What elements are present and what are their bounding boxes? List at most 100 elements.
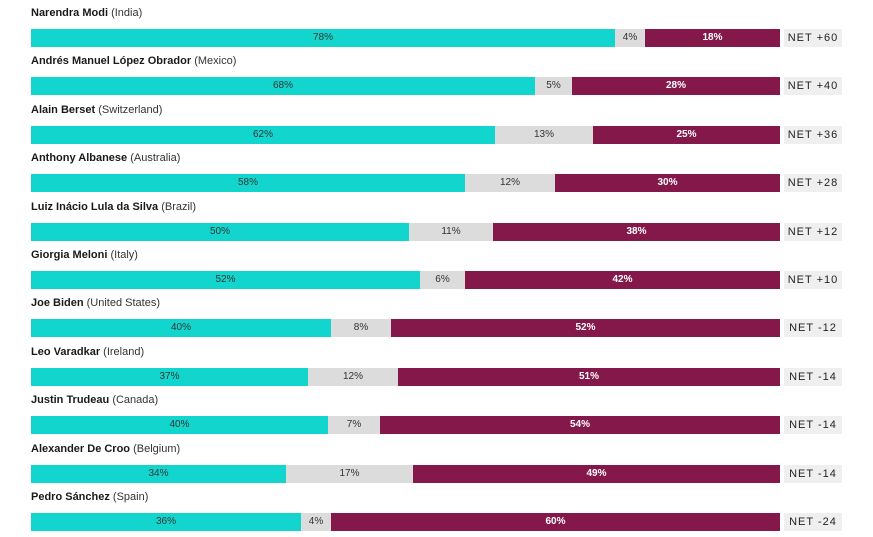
approve-segment: 50% (31, 222, 409, 241)
neutral-value-label: 5% (546, 80, 561, 92)
net-score-badge: NET -24 (784, 513, 842, 531)
disapprove-segment: 30% (555, 174, 780, 193)
disapprove-segment: 60% (331, 513, 780, 531)
stacked-bar: 37% 12% 51% (31, 367, 780, 386)
disapprove-value-label: 52% (575, 322, 596, 334)
leader-row: Justin Trudeau (Canada) 40% 7% 54% NET -14 (0, 392, 873, 440)
neutral-segment: 4% (615, 29, 645, 47)
stacked-bar: 40% 8% 52% (31, 319, 780, 338)
neutral-segment: 17% (286, 464, 413, 483)
stacked-bar: 78% 4% 18% (31, 29, 780, 47)
disapprove-value-label: 60% (545, 516, 566, 527)
neutral-value-label: 6% (435, 274, 450, 285)
approve-value-label: 36% (155, 516, 176, 527)
neutral-segment: 7% (328, 416, 380, 435)
neutral-segment: 11% (409, 222, 493, 241)
disapprove-segment: 52% (391, 319, 780, 338)
disapprove-value-label: 30% (657, 177, 678, 189)
leader-label: Leo Varadkar (Ireland) (31, 345, 144, 359)
neutral-value-label: 7% (346, 419, 362, 431)
leader-row: Joe Biden (United States) 40% 8% 52% NET -12 (0, 295, 873, 343)
approve-segment: 52% (31, 271, 420, 289)
net-score-badge: NET +60 (784, 29, 842, 47)
leader-country: (Mexico) (194, 55, 237, 68)
approve-value-label: 78% (312, 32, 333, 43)
neutral-value-label: 17% (339, 467, 360, 479)
approve-segment: 37% (31, 367, 308, 386)
net-score-badge: NET -14 (784, 367, 842, 386)
neutral-segment: 12% (308, 367, 398, 386)
neutral-value-label: 11% (441, 225, 461, 237)
approve-value-label: 62% (252, 128, 273, 140)
disapprove-value-label: 25% (676, 128, 697, 140)
leader-name: Luiz Inácio Lula da Silva (31, 200, 159, 213)
leader-country: (Belgium) (133, 442, 181, 455)
neutral-value-label: 12% (342, 370, 363, 382)
neutral-value-label: 4% (622, 32, 638, 43)
leader-country: (Brazil) (161, 200, 197, 213)
net-score-badge: NET +12 (784, 222, 842, 241)
disapprove-segment: 42% (465, 271, 780, 289)
disapprove-segment: 54% (380, 416, 780, 435)
stacked-bar: 62% 13% 25% (31, 125, 780, 144)
neutral-segment: 5% (535, 77, 572, 96)
disapprove-segment: 28% (572, 77, 780, 96)
net-score-badge: NET +10 (784, 271, 842, 289)
leader-row: Leo Varadkar (Ireland) 37% 12% 51% NET -14 (0, 344, 873, 392)
neutral-segment: 6% (420, 271, 465, 289)
approve-value-label: 52% (215, 274, 236, 285)
net-score-badge: NET -14 (784, 464, 842, 483)
leader-label: Narendra Modi (India) (31, 6, 142, 20)
approve-segment: 34% (31, 464, 286, 483)
approve-segment: 36% (31, 513, 301, 531)
neutral-segment: 13% (495, 125, 593, 144)
leader-name: Pedro Sánchez (31, 491, 110, 503)
approve-segment: 62% (31, 125, 495, 144)
neutral-segment: 12% (465, 174, 555, 193)
leader-row: Pedro Sánchez (Spain) 36% 4% 60% NET -24 (0, 489, 873, 537)
neutral-segment: 4% (301, 513, 331, 531)
approve-value-label: 40% (170, 322, 191, 334)
disapprove-value-label: 18% (702, 32, 723, 43)
net-score-badge: NET +40 (784, 77, 842, 96)
net-score-badge: NET -12 (784, 319, 842, 338)
approve-segment: 40% (31, 319, 331, 338)
disapprove-segment: 38% (493, 222, 780, 241)
leader-name: Leo Varadkar (31, 345, 101, 358)
disapprove-segment: 49% (413, 464, 780, 483)
leader-country: (Ireland) (103, 345, 145, 358)
leader-label: Alexander De Croo (Belgium) (31, 442, 180, 456)
approve-value-label: 34% (148, 467, 169, 479)
approve-value-label: 58% (237, 177, 258, 189)
approve-value-label: 50% (209, 225, 230, 237)
leader-country: (Spain) (112, 491, 149, 503)
disapprove-value-label: 54% (569, 419, 590, 431)
stacked-bar: 50% 11% 38% (31, 222, 780, 241)
leader-row: Alexander De Croo (Belgium) 34% 17% 49% NET … (0, 441, 873, 489)
disapprove-segment: 25% (593, 125, 780, 144)
approve-value-label: 40% (169, 419, 190, 431)
neutral-value-label: 12% (499, 177, 520, 189)
leader-name: Narendra Modi (31, 7, 109, 19)
leader-name: Alain Berset (31, 103, 96, 116)
disapprove-value-label: 51% (578, 370, 599, 382)
leader-name: Joe Biden (31, 297, 84, 310)
leader-country: (Australia) (130, 152, 181, 165)
leader-label: Pedro Sánchez (Spain) (31, 490, 148, 504)
leader-country: (Switzerland) (98, 103, 163, 116)
disapprove-value-label: 28% (665, 80, 686, 92)
disapprove-value-label: 42% (612, 274, 633, 285)
net-score-badge: NET +28 (784, 174, 842, 193)
disapprove-segment: 18% (645, 29, 780, 47)
net-score-badge: NET +36 (784, 125, 842, 144)
approve-value-label: 68% (272, 80, 293, 92)
approve-segment: 78% (31, 29, 615, 47)
net-score-badge: NET -14 (784, 416, 842, 435)
stacked-bar: 52% 6% 42% (31, 271, 780, 289)
leader-row: Alain Berset (Switzerland) 62% 13% 25% NET +… (0, 102, 873, 150)
neutral-value-label: 4% (308, 516, 324, 527)
leader-name: Andrés Manuel López Obrador (31, 55, 192, 68)
leader-country: (Italy) (110, 249, 138, 261)
leader-country: (United States) (86, 297, 161, 310)
